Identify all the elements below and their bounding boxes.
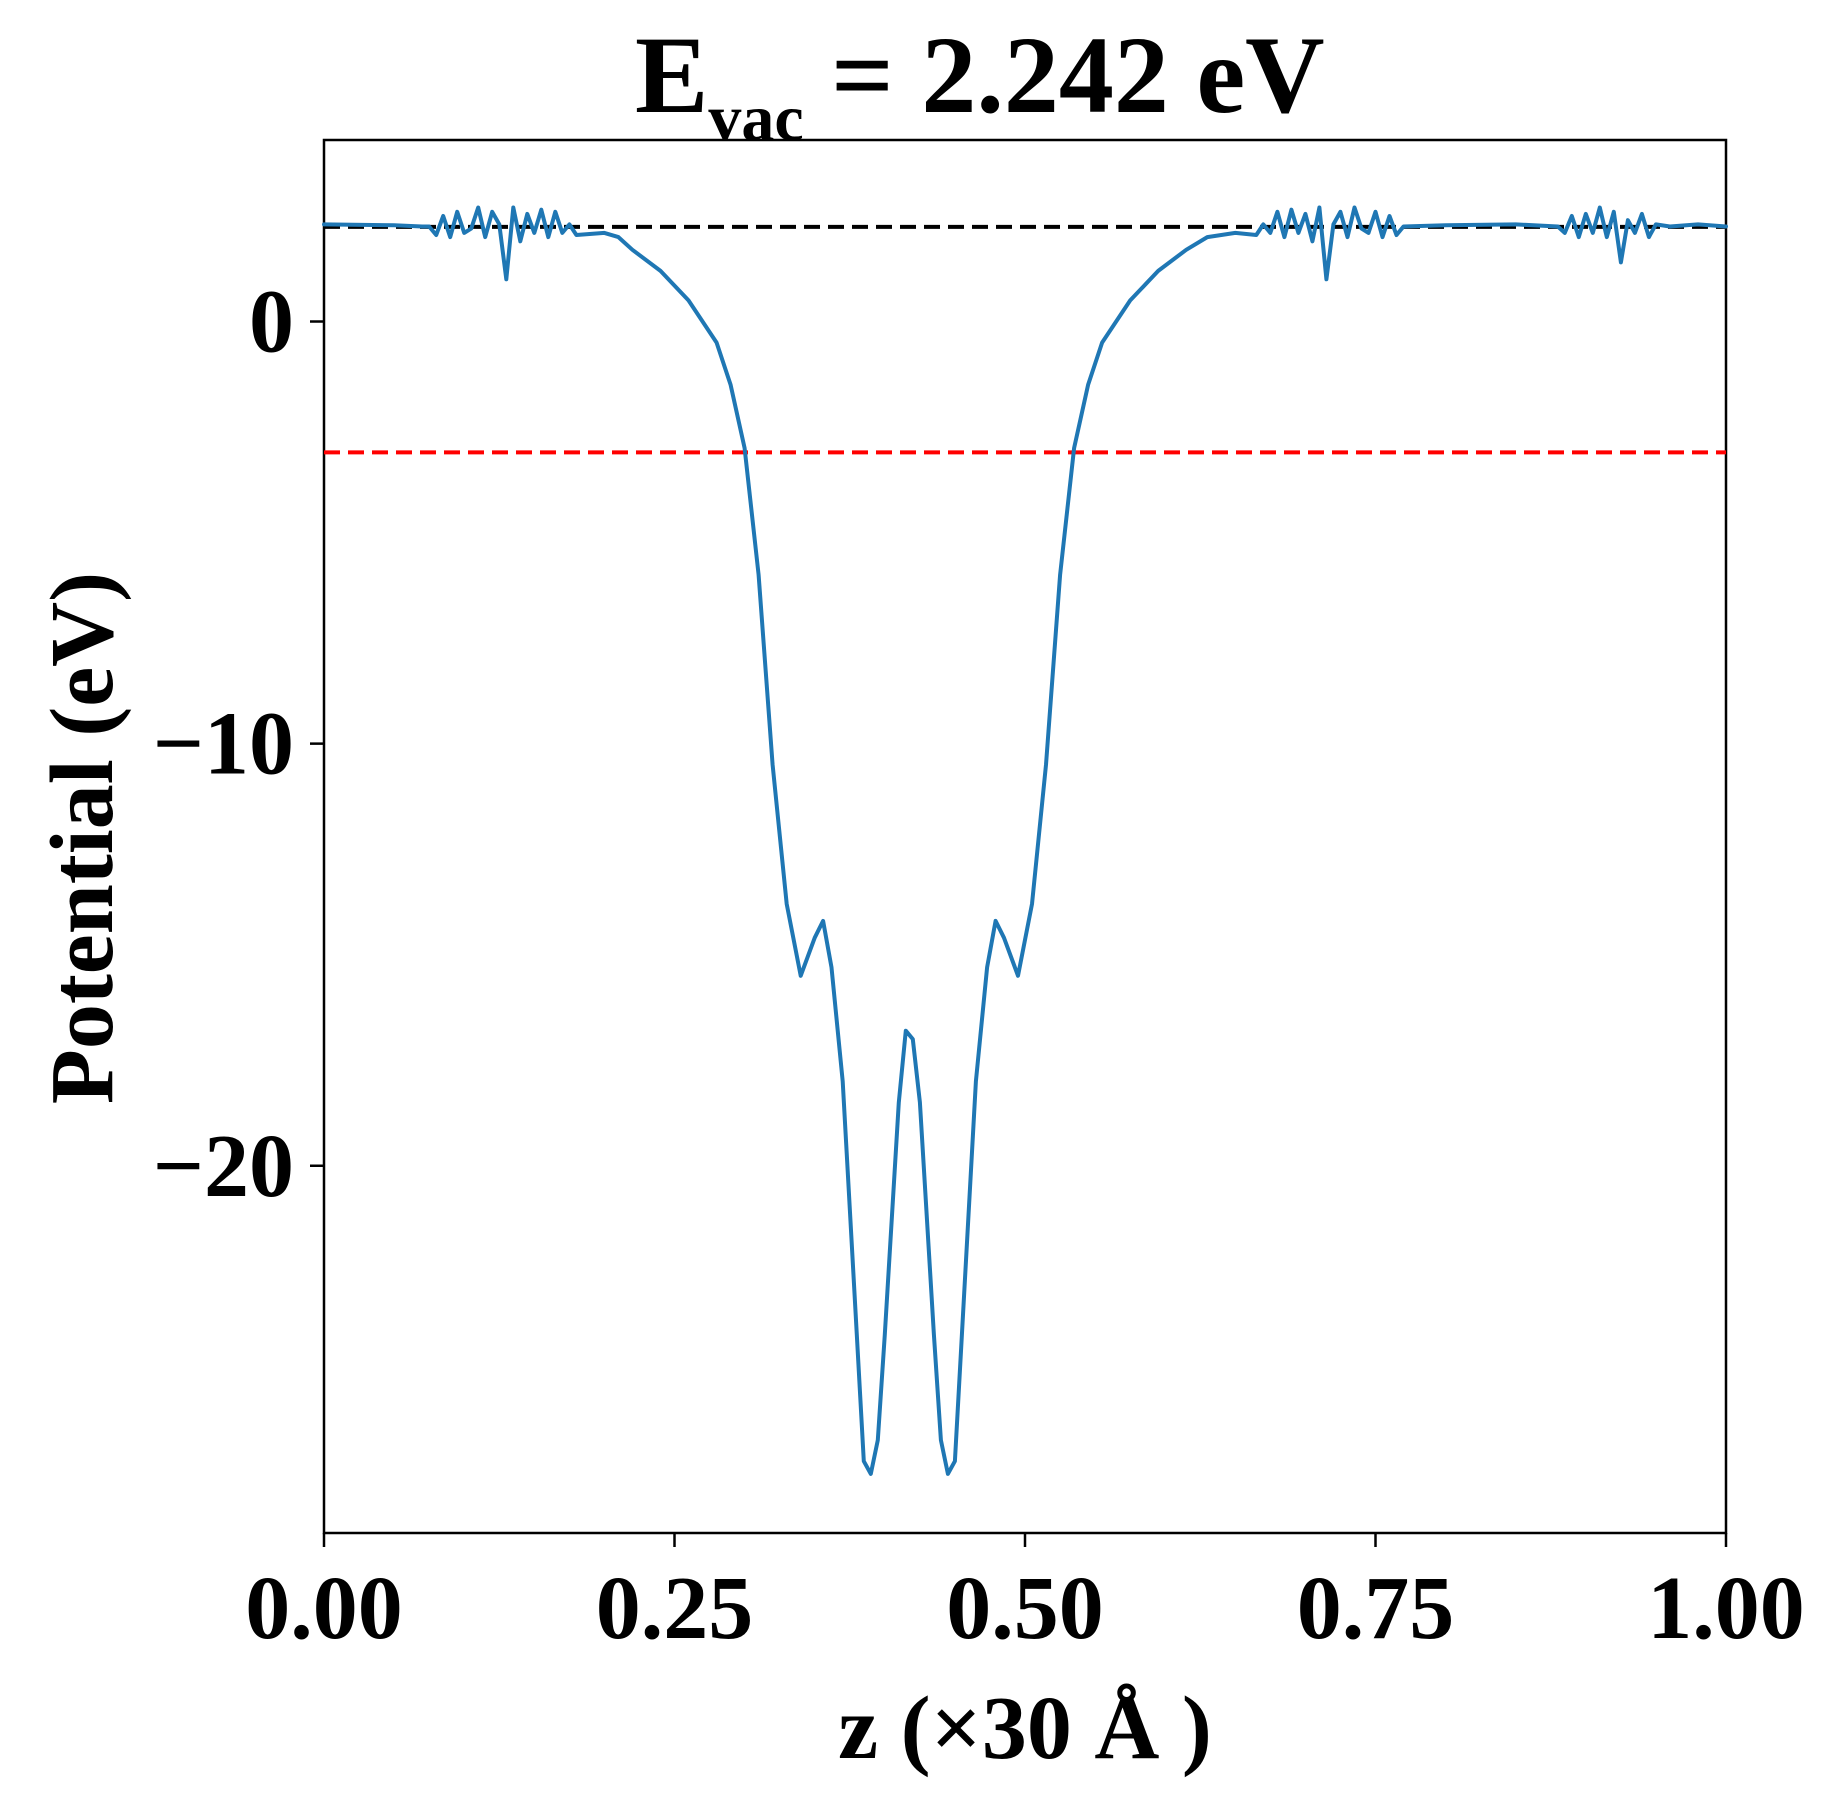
x-tick-label: 0.25 [596,1559,754,1658]
y-tick-label: −10 [153,695,294,794]
y-tick-label: 0 [249,273,294,372]
y-axis-label: Potential (eV) [33,572,132,1104]
y-axis-ticks: 0 −10 −20 [153,273,324,1216]
x-tick-label: 0.00 [245,1559,403,1658]
x-axis-ticks: 0.00 0.25 0.50 0.75 1.00 [245,1533,1805,1658]
x-axis-label: z (×30 Å ) [838,1679,1212,1778]
title-suffix: = 2.242 eV [804,14,1325,136]
x-tick-label: 0.50 [946,1559,1104,1658]
title-main: E [635,14,708,136]
x-tick-label: 0.75 [1297,1559,1455,1658]
reference-lines [324,224,1726,455]
y-tick-label: −20 [153,1117,294,1216]
title-subscript: vac [708,82,803,155]
chart-title: Evac = 2.242 eV [635,14,1325,155]
x-tick-label: 1.00 [1647,1559,1805,1658]
potential-series-line [322,205,1728,1476]
series-layer [322,205,1728,1476]
